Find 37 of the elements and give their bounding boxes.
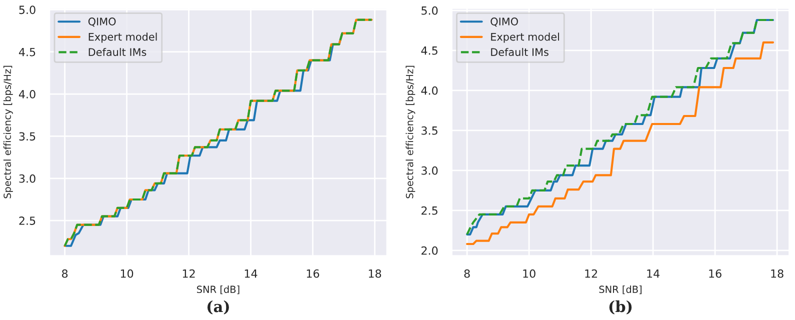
x-tick-label: 12 (585, 269, 598, 278)
legend-label: Expert model (491, 32, 560, 43)
x-tick-label: 12 (182, 269, 195, 278)
y-tick-label: 4.0 (421, 86, 438, 95)
y-tick-label: 3.5 (422, 126, 438, 135)
y-tick-label: 4.5 (421, 46, 438, 55)
y-tick-label: 3.5 (19, 132, 36, 141)
y-tick-label: 4.5 (18, 48, 36, 56)
text: (b) (609, 300, 632, 314)
x-tick-label: 10 (120, 269, 134, 278)
y-tick-label: 3.0 (422, 166, 438, 175)
y-tick-label: 2.5 (422, 206, 438, 215)
y-axis-title: Spectral efficiency [bps/Hz] (3, 66, 13, 198)
legend-label: QIMO (490, 18, 518, 27)
legend-label: Expert model (88, 32, 157, 43)
y-tick-label: 2.0 (422, 246, 438, 255)
x-tick-label: 8 (464, 269, 470, 278)
x-tick-label: 14 (647, 270, 660, 278)
y-tick-label: 3.0 (19, 174, 36, 183)
text: (a) (207, 300, 229, 314)
legend-label: Default IMs (491, 48, 548, 56)
y-tick-label: 4.0 (18, 90, 36, 98)
y-tick-label: 2.5 (19, 216, 36, 225)
y-axis-title: Spectral efficiency [bps/Hz] (406, 66, 416, 198)
x-tick-label: 10 (523, 269, 536, 278)
x-tick-label: 8 (62, 269, 68, 278)
legend-label: QIMO (88, 18, 116, 27)
x-tick-label: 16 (306, 269, 320, 278)
x-tick-label: 16 (709, 269, 722, 278)
legend-label: Default IMs (88, 48, 146, 56)
x-tick-label: 14 (244, 270, 258, 278)
x-axis-title: SNR [dB] (599, 286, 642, 294)
y-tick-label: 5.0 (19, 6, 36, 14)
x-tick-label: 18 (368, 269, 382, 278)
y-tick-label: 5.0 (422, 6, 438, 15)
x-axis-title: SNR [dB] (197, 286, 240, 294)
x-tick-label: 18 (771, 269, 784, 278)
